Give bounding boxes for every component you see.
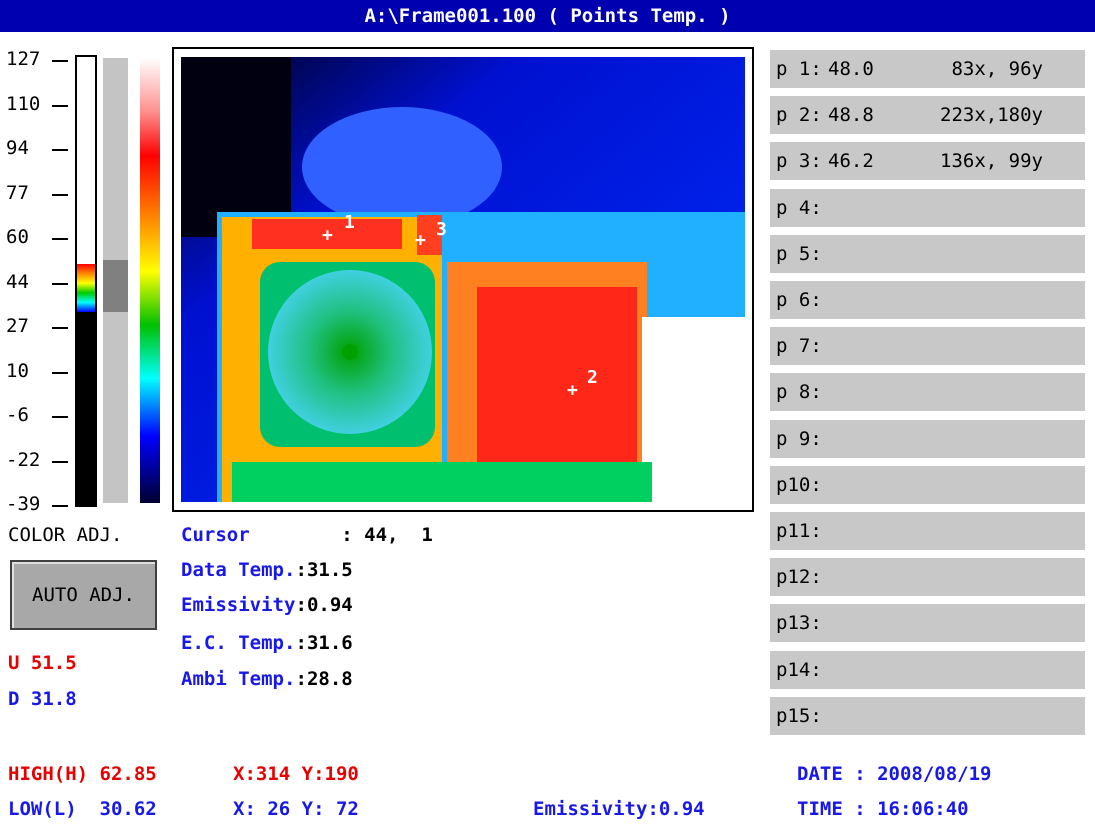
- info-value: :28.8: [295, 668, 353, 690]
- range-slider[interactable]: [103, 58, 128, 503]
- scale-label: 77: [6, 181, 29, 204]
- point-label: p 4:: [776, 196, 822, 219]
- point-row: p 9:: [770, 419, 1085, 458]
- point-label: p 2:: [776, 104, 822, 127]
- marker-label: 3: [436, 219, 447, 240]
- point-row: p 8:: [770, 373, 1085, 412]
- scale-label: -6: [6, 404, 29, 426]
- color-adj-label: COLOR ADJ.: [8, 524, 123, 546]
- point-row: p 1: 48.0 83x, 96y: [770, 50, 1085, 88]
- svg-text:+: +: [415, 230, 426, 251]
- scale-label: 127: [6, 48, 41, 70]
- scale-tick: [52, 416, 68, 418]
- color-palette: [140, 58, 160, 503]
- scale-label: -22: [6, 448, 41, 471]
- info-label: Data Temp.: [181, 559, 296, 581]
- point-position: 83x, 96y: [940, 58, 1043, 80]
- svg-text:+: +: [322, 225, 333, 246]
- marker-label: 2: [587, 367, 598, 388]
- point-row: p 3: 46.2 136x, 99y: [770, 142, 1085, 181]
- high-temp: HIGH(H) 62.85: [8, 763, 157, 785]
- scale-tick: [52, 193, 68, 196]
- info-value: :31.5: [295, 559, 353, 581]
- info-value: :31.6: [295, 632, 353, 654]
- scale-label: 60: [6, 226, 29, 248]
- point-label: p12:: [776, 566, 822, 589]
- info-label: Emissivity: [181, 594, 296, 616]
- info-label: Ambi Temp.: [181, 668, 296, 690]
- scale-label: 27: [6, 315, 29, 337]
- scale-tick: [52, 104, 68, 107]
- scale-tick: [52, 371, 68, 374]
- low-temp: LOW(L) 30.62: [8, 798, 157, 820]
- point-label: p15:: [776, 704, 822, 727]
- point-row: p 7:: [770, 327, 1085, 366]
- level-bar: [75, 55, 97, 507]
- auto-adj-button[interactable]: AUTO ADJ.: [10, 560, 157, 630]
- marker-label: 1: [344, 212, 355, 233]
- point-position: 136x, 99y: [940, 150, 1043, 173]
- lower-limit: D 31.8: [8, 688, 77, 710]
- info-label: E.C. Temp.: [181, 632, 296, 654]
- point-row: p15:: [770, 696, 1085, 735]
- scale-tick: [52, 327, 68, 329]
- point-label: p 7:: [776, 335, 822, 358]
- scale-label: -39: [6, 493, 41, 515]
- scale-tick: [52, 60, 68, 62]
- time: TIME : 16:06:40: [797, 798, 969, 820]
- point-row: p13:: [770, 604, 1085, 643]
- point-label: p 6:: [776, 289, 822, 311]
- scale-label: 94: [6, 137, 29, 159]
- title-bar: A:\Frame001.100 ( Points Temp. ): [0, 0, 1095, 32]
- low-position: X: 26 Y: 72: [233, 798, 359, 820]
- high-position: X:314 Y:190: [233, 763, 359, 785]
- info-label: Cursor: [181, 524, 250, 546]
- point-row: p11:: [770, 512, 1085, 550]
- scale-label: 44: [6, 270, 29, 293]
- scale-tick: [52, 505, 68, 507]
- info-value: :0.94: [295, 594, 353, 616]
- date: DATE : 2008/08/19: [797, 763, 992, 785]
- point-label: p13:: [776, 612, 822, 635]
- scale-label: 10: [6, 359, 29, 382]
- emissivity: Emissivity:0.94: [533, 798, 705, 820]
- thermal-image[interactable]: + + + 1 2 3: [172, 47, 754, 512]
- point-label: p 1:: [776, 58, 822, 80]
- info-value: : 44, 1: [295, 524, 433, 546]
- point-row: p 2: 48.8 223x,180y: [770, 96, 1085, 135]
- point-row: p10:: [770, 465, 1085, 504]
- point-temp: 48.8: [828, 104, 874, 127]
- scale-tick: [52, 149, 68, 151]
- point-temp: 46.2: [828, 150, 874, 173]
- point-label: p 5:: [776, 242, 822, 265]
- svg-text:+: +: [567, 380, 578, 401]
- point-row: p12:: [770, 558, 1085, 597]
- point-temp: 48.0: [828, 58, 874, 80]
- point-row: p 4:: [770, 188, 1085, 227]
- point-label: p10:: [776, 473, 822, 496]
- upper-limit: U 51.5: [8, 652, 77, 674]
- point-label: p14:: [776, 658, 822, 681]
- point-label: p 8:: [776, 381, 822, 404]
- point-label: p 3:: [776, 150, 822, 173]
- point-row: p 6:: [770, 281, 1085, 319]
- point-label: p 9:: [776, 427, 822, 450]
- point-label: p11:: [776, 520, 822, 542]
- scale-tick: [52, 282, 68, 285]
- point-row: p 5:: [770, 234, 1085, 273]
- point-row: p14:: [770, 650, 1085, 689]
- scale-tick: [52, 460, 68, 463]
- scale-tick: [52, 238, 68, 240]
- point-position: 223x,180y: [940, 104, 1043, 127]
- scale-label: 110: [6, 92, 41, 115]
